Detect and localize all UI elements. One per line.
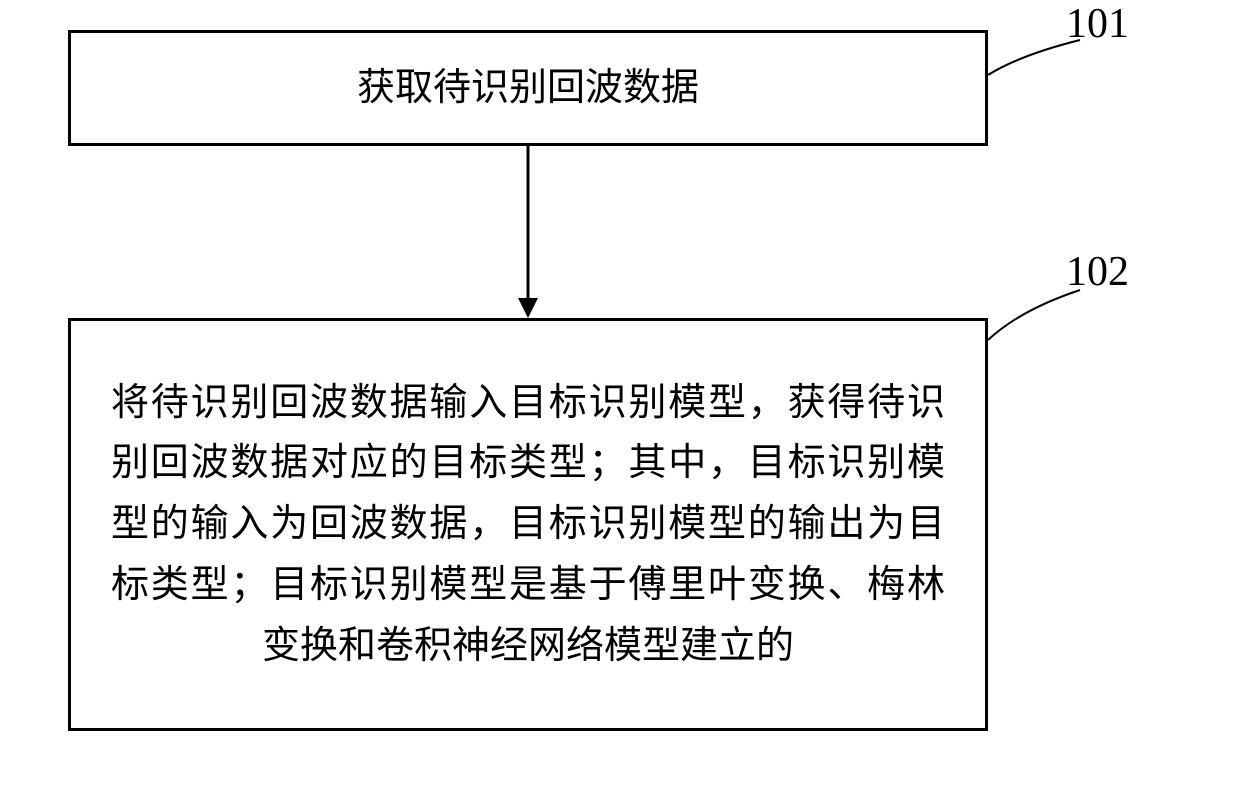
flowchart-node-102: 将待识别回波数据输入目标识别模型，获得待识别回波数据对应的目标类型；其中，目标识… [68, 318, 988, 731]
node-label-101: 101 [1066, 0, 1129, 48]
flowchart-node-101: 获取待识别回波数据 [68, 30, 988, 146]
arrow-101-to-102 [508, 146, 548, 321]
node-label-102: 102 [1066, 248, 1129, 296]
node-102-text: 将待识别回波数据输入目标识别模型，获得待识别回波数据对应的目标类型；其中，目标识… [111, 373, 945, 677]
flowchart-container: 获取待识别回波数据 101 将待识别回波数据输入目标识别模型，获得待识别回波数据… [0, 0, 1239, 801]
node-101-text: 获取待识别回波数据 [357, 58, 699, 119]
